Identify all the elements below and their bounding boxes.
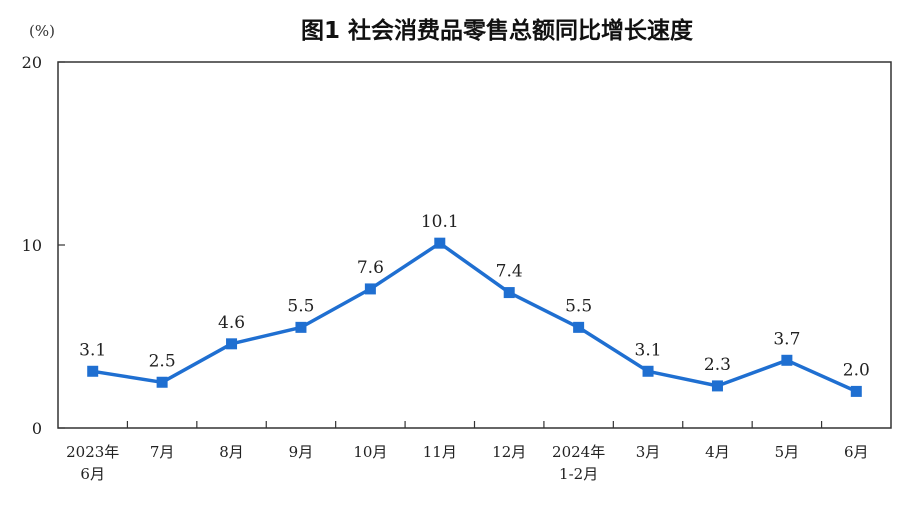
x-tick-label: 10月 <box>353 443 387 461</box>
data-point <box>156 376 168 388</box>
data-point <box>781 354 793 366</box>
data-labels: 3.1 2.5 4.6 5.5 7.6 10.1 7.4 5.5 3.1 2.3 3.7 2.0 <box>79 212 870 380</box>
data-label: 3.1 <box>635 340 662 360</box>
data-label: 5.5 <box>565 296 592 316</box>
x-tick-label: 11月 <box>423 443 457 461</box>
x-tick-label: 7月 <box>150 443 175 461</box>
data-label: 5.5 <box>287 296 314 316</box>
data-point <box>503 287 515 299</box>
x-tick-label: 12月 <box>492 443 526 461</box>
y-axis: 0 10 20 <box>22 53 65 438</box>
plot-frame <box>57 61 892 429</box>
data-point <box>850 385 862 397</box>
x-tick-label: 4月 <box>705 443 730 461</box>
data-label: 3.1 <box>79 340 106 360</box>
x-tick-label: 8月 <box>219 443 244 461</box>
data-label: 3.7 <box>773 329 800 349</box>
data-label: 2.5 <box>149 351 176 371</box>
x-tick-label: 6月 <box>80 465 105 483</box>
data-label: 2.3 <box>704 355 731 375</box>
x-tick-label: 2023年 <box>66 443 119 461</box>
data-point <box>364 283 376 295</box>
data-point <box>87 365 99 377</box>
y-axis-unit: (%) <box>29 22 55 40</box>
x-tick-label: 1-2月 <box>559 465 598 483</box>
x-tick-label: 2024年 <box>552 443 605 461</box>
data-label: 4.6 <box>218 313 245 333</box>
x-tick-label: 6月 <box>844 443 869 461</box>
x-axis: 2023年 6月 7月 8月 9月 10月 11月 12月 2024年 1-2月 3月 4月 5月 6月 <box>66 421 869 483</box>
chart-title: 图1 社会消费品零售总额同比增长速度 <box>301 17 694 44</box>
x-tick-label: 5月 <box>775 443 800 461</box>
data-point <box>295 321 307 333</box>
data-point <box>226 338 238 350</box>
data-label: 10.1 <box>421 212 459 232</box>
y-tick-label: 10 <box>22 236 42 255</box>
data-label: 7.4 <box>496 262 523 282</box>
data-point <box>573 321 585 333</box>
series-line <box>92 241 858 393</box>
x-tick-label: 9月 <box>289 443 314 461</box>
y-tick-label: 20 <box>22 53 42 72</box>
data-label: 2.0 <box>843 360 870 380</box>
data-point <box>642 365 654 377</box>
data-point <box>434 237 446 249</box>
data-point <box>711 380 723 392</box>
data-label: 7.6 <box>357 258 384 278</box>
x-tick-label: 3月 <box>636 443 661 461</box>
series-markers <box>87 237 862 397</box>
y-tick-label: 0 <box>32 419 42 438</box>
